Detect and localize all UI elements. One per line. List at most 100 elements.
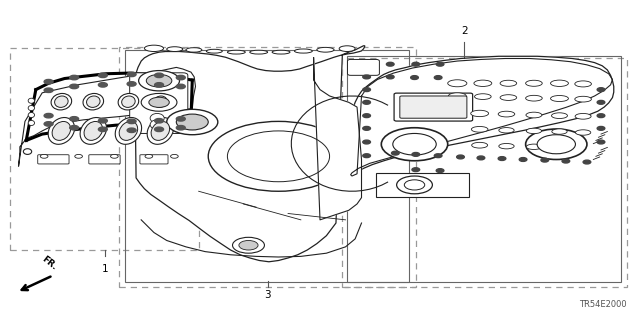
Bar <box>376 173 468 197</box>
Text: 3: 3 <box>264 290 271 300</box>
Circle shape <box>227 131 330 182</box>
Circle shape <box>436 169 444 173</box>
Circle shape <box>583 160 591 164</box>
Ellipse shape <box>48 117 75 144</box>
Ellipse shape <box>122 96 135 108</box>
Circle shape <box>176 125 185 130</box>
Ellipse shape <box>448 80 467 87</box>
Circle shape <box>412 152 420 156</box>
Circle shape <box>40 154 48 158</box>
Ellipse shape <box>167 47 182 51</box>
Circle shape <box>381 128 448 161</box>
Ellipse shape <box>154 96 167 108</box>
Ellipse shape <box>498 111 515 117</box>
Circle shape <box>127 119 136 123</box>
Ellipse shape <box>119 122 138 140</box>
Circle shape <box>176 75 185 80</box>
Circle shape <box>387 62 394 66</box>
Ellipse shape <box>526 144 541 150</box>
Ellipse shape <box>150 93 171 110</box>
Circle shape <box>149 97 170 108</box>
Ellipse shape <box>151 122 170 140</box>
Circle shape <box>363 75 371 79</box>
Circle shape <box>155 119 164 123</box>
Circle shape <box>363 88 371 92</box>
Circle shape <box>404 180 425 190</box>
Ellipse shape <box>24 149 31 154</box>
Ellipse shape <box>52 122 70 140</box>
Circle shape <box>176 117 185 121</box>
Circle shape <box>99 83 108 87</box>
Ellipse shape <box>474 80 492 86</box>
Ellipse shape <box>150 120 164 129</box>
Circle shape <box>498 157 506 160</box>
Ellipse shape <box>272 50 290 54</box>
Text: 2: 2 <box>461 26 468 36</box>
Circle shape <box>70 75 79 80</box>
Circle shape <box>44 114 53 118</box>
FancyBboxPatch shape <box>400 96 467 118</box>
Ellipse shape <box>28 113 35 118</box>
Circle shape <box>155 127 164 131</box>
Circle shape <box>477 156 484 160</box>
Ellipse shape <box>470 110 488 117</box>
Circle shape <box>111 154 118 158</box>
Circle shape <box>44 122 53 126</box>
Bar <box>342 58 627 286</box>
Circle shape <box>70 84 79 89</box>
Circle shape <box>232 237 264 253</box>
Circle shape <box>147 74 172 87</box>
Circle shape <box>176 114 208 130</box>
Text: 1: 1 <box>102 264 108 274</box>
Ellipse shape <box>500 80 516 86</box>
Ellipse shape <box>115 117 141 144</box>
Ellipse shape <box>186 48 202 52</box>
Circle shape <box>537 135 575 154</box>
Circle shape <box>155 73 164 78</box>
Circle shape <box>411 76 419 79</box>
Circle shape <box>155 83 164 87</box>
Ellipse shape <box>575 114 591 119</box>
Ellipse shape <box>80 117 106 144</box>
Ellipse shape <box>317 48 334 52</box>
Circle shape <box>75 154 83 158</box>
Ellipse shape <box>86 96 100 108</box>
Circle shape <box>139 70 179 91</box>
Ellipse shape <box>471 126 488 132</box>
FancyBboxPatch shape <box>394 93 472 121</box>
Polygon shape <box>19 67 195 166</box>
FancyBboxPatch shape <box>348 59 380 75</box>
Circle shape <box>525 129 587 160</box>
Polygon shape <box>314 58 362 220</box>
Circle shape <box>393 133 436 155</box>
Circle shape <box>387 75 394 79</box>
Ellipse shape <box>525 95 542 101</box>
Ellipse shape <box>526 112 542 118</box>
Circle shape <box>435 76 442 79</box>
Ellipse shape <box>339 46 355 51</box>
Ellipse shape <box>552 113 568 119</box>
Circle shape <box>363 154 371 158</box>
Ellipse shape <box>550 95 568 101</box>
Ellipse shape <box>54 96 68 108</box>
Circle shape <box>167 109 218 135</box>
Circle shape <box>99 73 108 78</box>
Bar <box>119 47 416 286</box>
Ellipse shape <box>28 121 35 125</box>
Ellipse shape <box>575 130 591 135</box>
Circle shape <box>127 82 136 86</box>
Bar <box>347 56 621 282</box>
Circle shape <box>171 154 178 158</box>
Circle shape <box>436 62 444 66</box>
Ellipse shape <box>552 129 567 134</box>
Circle shape <box>127 128 136 132</box>
Ellipse shape <box>150 114 164 123</box>
Circle shape <box>99 127 108 131</box>
Ellipse shape <box>552 145 567 151</box>
Circle shape <box>44 79 53 84</box>
Circle shape <box>176 84 185 89</box>
Ellipse shape <box>525 80 542 86</box>
Ellipse shape <box>51 93 72 110</box>
Circle shape <box>435 154 442 158</box>
Circle shape <box>99 119 108 123</box>
